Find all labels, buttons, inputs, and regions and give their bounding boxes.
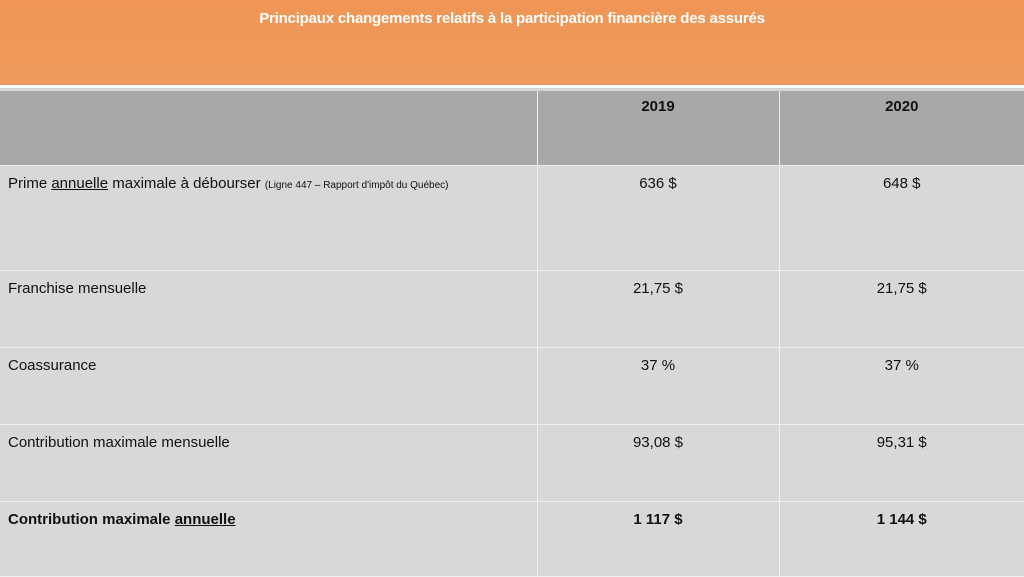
value-2019: 93,08 $ [537, 424, 780, 502]
table-row-contribution-mensuelle: Contribution maximale mensuelle 93,08 $ … [0, 424, 1024, 502]
title-bar: Principaux changements relatifs à la par… [0, 0, 1024, 88]
value-2020: 1 144 $ [779, 501, 1024, 577]
header-cell-2019: 2019 [537, 91, 780, 166]
table-header-row: 2019 2020 [0, 91, 1024, 166]
value-2020: 21,75 $ [779, 270, 1024, 348]
row-note: (Ligne 447 – Rapport d'impôt du Québec) [264, 179, 449, 191]
header-cell-label [0, 91, 538, 166]
row-label: Prime annuelle maximale à débourser (Lig… [0, 165, 538, 271]
value-2020: 648 $ [779, 165, 1024, 271]
value-2019: 37 % [537, 347, 780, 425]
table-row-franchise: Franchise mensuelle 21,75 $ 21,75 $ [0, 270, 1024, 348]
value-2019: 636 $ [537, 165, 780, 271]
row-label: Contribution maximale annuelle [0, 501, 538, 577]
value-2019: 21,75 $ [537, 270, 780, 348]
table-row-prime-annuelle: Prime annuelle maximale à débourser (Lig… [0, 165, 1024, 271]
header-cell-2020: 2020 [779, 91, 1024, 166]
page-title: Principaux changements relatifs à la par… [259, 10, 765, 27]
value-2020: 37 % [779, 347, 1024, 425]
row-label: Coassurance [0, 347, 538, 425]
value-2019: 1 117 $ [537, 501, 780, 577]
contribution-table: 2019 2020 Prime annuelle maximale à débo… [0, 91, 1024, 577]
row-label: Franchise mensuelle [0, 270, 538, 348]
table-row-coassurance: Coassurance 37 % 37 % [0, 347, 1024, 425]
value-2020: 95,31 $ [779, 424, 1024, 502]
table-row-contribution-annuelle: Contribution maximale annuelle 1 117 $ 1… [0, 501, 1024, 577]
row-label: Contribution maximale mensuelle [0, 424, 538, 502]
